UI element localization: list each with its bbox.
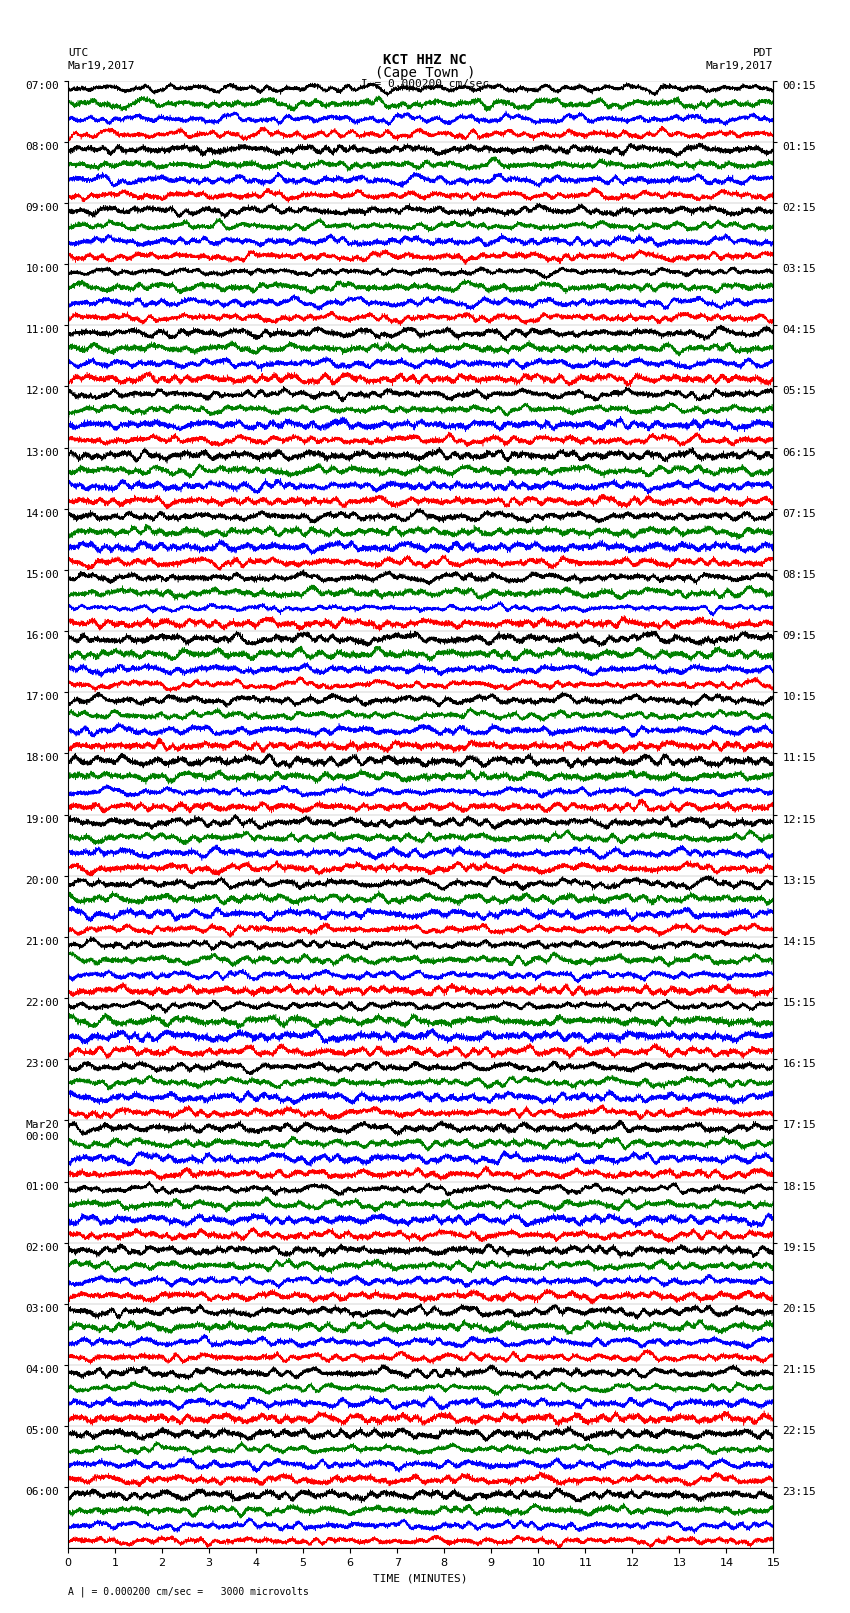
Text: PDT: PDT [753,48,774,58]
X-axis label: TIME (MINUTES): TIME (MINUTES) [373,1574,468,1584]
Text: Mar19,2017: Mar19,2017 [706,61,774,71]
Text: (Cape Town ): (Cape Town ) [375,66,475,81]
Text: Mar19,2017: Mar19,2017 [68,61,135,71]
Text: UTC: UTC [68,48,88,58]
Text: I = 0.000200 cm/sec: I = 0.000200 cm/sec [361,79,489,89]
Text: KCT HHZ NC: KCT HHZ NC [383,53,467,68]
Text: A | = 0.000200 cm/sec =   3000 microvolts: A | = 0.000200 cm/sec = 3000 microvolts [68,1586,309,1597]
